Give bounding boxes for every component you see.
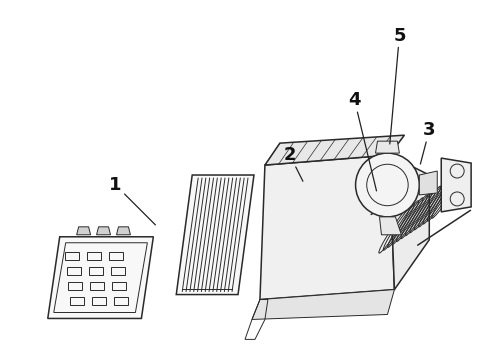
Polygon shape: [252, 289, 394, 319]
Polygon shape: [76, 227, 91, 235]
Polygon shape: [97, 227, 111, 235]
Polygon shape: [441, 158, 471, 212]
Text: 1: 1: [109, 176, 155, 225]
Polygon shape: [375, 141, 399, 153]
Polygon shape: [176, 175, 254, 294]
Text: 5: 5: [390, 27, 406, 144]
Polygon shape: [379, 217, 401, 235]
Text: 2: 2: [284, 146, 303, 181]
Polygon shape: [265, 135, 404, 165]
Polygon shape: [419, 171, 437, 195]
Polygon shape: [48, 237, 153, 319]
Polygon shape: [260, 155, 394, 300]
Polygon shape: [117, 227, 130, 235]
Text: 3: 3: [420, 121, 436, 164]
Polygon shape: [390, 155, 429, 289]
Circle shape: [356, 153, 419, 217]
Text: 4: 4: [348, 91, 376, 191]
